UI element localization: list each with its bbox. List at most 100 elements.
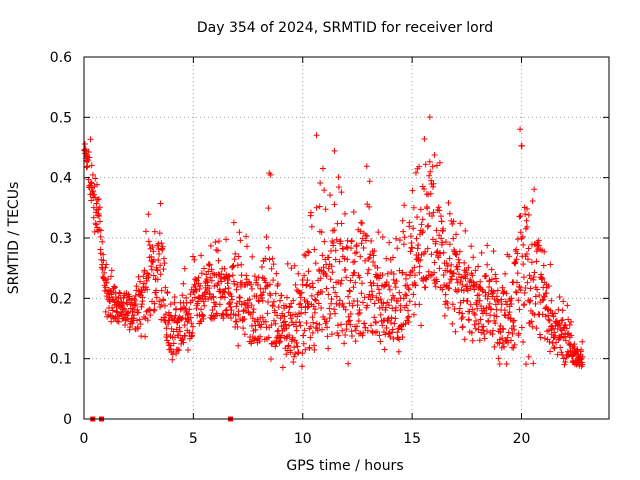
data-point — [579, 361, 586, 368]
data-point — [341, 255, 348, 262]
data-point — [394, 329, 401, 336]
data-point — [219, 310, 226, 317]
data-point — [180, 339, 187, 346]
data-point — [134, 324, 141, 331]
data-point — [137, 320, 144, 327]
data-point — [131, 312, 138, 319]
data-point — [467, 301, 474, 308]
data-point — [332, 310, 339, 317]
data-point — [358, 290, 365, 297]
data-point — [453, 276, 460, 283]
data-point — [266, 281, 273, 288]
data-point — [142, 333, 149, 340]
data-point — [203, 276, 210, 283]
data-point — [419, 227, 426, 234]
data-point — [290, 359, 297, 366]
data-point — [347, 321, 354, 328]
data-point — [406, 219, 413, 226]
data-point — [390, 270, 397, 277]
data-point — [530, 360, 537, 367]
data-point — [531, 186, 538, 193]
data-point — [138, 289, 145, 296]
data-point — [539, 297, 546, 304]
data-point — [546, 338, 553, 345]
data-point — [134, 309, 141, 316]
data-point — [133, 317, 140, 324]
chart-title: Day 354 of 2024, SRMTID for receiver lor… — [197, 20, 493, 36]
data-point — [150, 272, 157, 279]
data-point — [346, 300, 353, 307]
data-point — [376, 290, 383, 297]
data-point — [418, 322, 425, 329]
data-point — [490, 248, 497, 255]
data-point — [563, 325, 570, 332]
data-point — [310, 319, 317, 326]
data-point — [264, 310, 271, 317]
data-point — [489, 331, 496, 338]
data-point — [464, 283, 471, 290]
data-point — [103, 261, 110, 268]
data-point — [302, 309, 309, 316]
data-point — [206, 285, 213, 292]
data-point — [560, 298, 567, 305]
data-point — [406, 298, 413, 305]
data-point — [129, 320, 136, 327]
data-point — [176, 347, 183, 354]
data-point — [276, 339, 283, 346]
data-point — [444, 299, 451, 306]
data-point — [148, 266, 155, 273]
data-point — [214, 247, 221, 254]
data-point — [288, 315, 295, 322]
data-point — [102, 308, 109, 315]
data-point — [506, 309, 513, 316]
data-point — [443, 260, 450, 267]
data-point — [274, 312, 281, 319]
data-point — [333, 300, 340, 307]
data-point — [93, 221, 100, 228]
data-point — [499, 335, 506, 342]
data-point — [352, 338, 359, 345]
data-point — [179, 336, 186, 343]
data-point — [424, 205, 431, 212]
data-point — [400, 241, 407, 248]
data-point — [269, 255, 276, 262]
data-point — [196, 285, 203, 292]
data-point — [411, 264, 418, 271]
data-point — [519, 233, 526, 240]
data-point — [109, 307, 116, 314]
data-point — [534, 286, 541, 293]
data-point — [86, 154, 93, 161]
data-point — [522, 211, 529, 218]
data-point — [383, 324, 390, 331]
data-point — [205, 296, 212, 303]
data-point — [425, 191, 432, 198]
data-point — [355, 318, 362, 325]
data-point — [434, 162, 441, 169]
data-point — [455, 271, 462, 278]
data-point — [389, 326, 396, 333]
data-point — [481, 335, 488, 342]
data-point — [367, 322, 374, 329]
data-point — [145, 238, 152, 245]
data-point — [153, 294, 160, 301]
data-point — [193, 287, 200, 294]
data-point — [451, 248, 458, 255]
data-point — [556, 294, 563, 301]
data-point — [384, 318, 391, 325]
data-point — [560, 355, 567, 362]
data-point — [221, 274, 228, 281]
data-point — [158, 287, 165, 294]
data-point — [198, 270, 205, 277]
data-point — [181, 265, 188, 272]
data-point — [269, 303, 276, 310]
data-point — [127, 305, 134, 312]
data-point — [514, 250, 521, 257]
data-point — [358, 219, 365, 226]
data-point — [160, 297, 167, 304]
data-point — [307, 334, 314, 341]
data-point — [210, 293, 217, 300]
data-point — [471, 286, 478, 293]
data-point — [198, 252, 205, 259]
data-point — [310, 284, 317, 291]
data-point — [319, 288, 326, 295]
